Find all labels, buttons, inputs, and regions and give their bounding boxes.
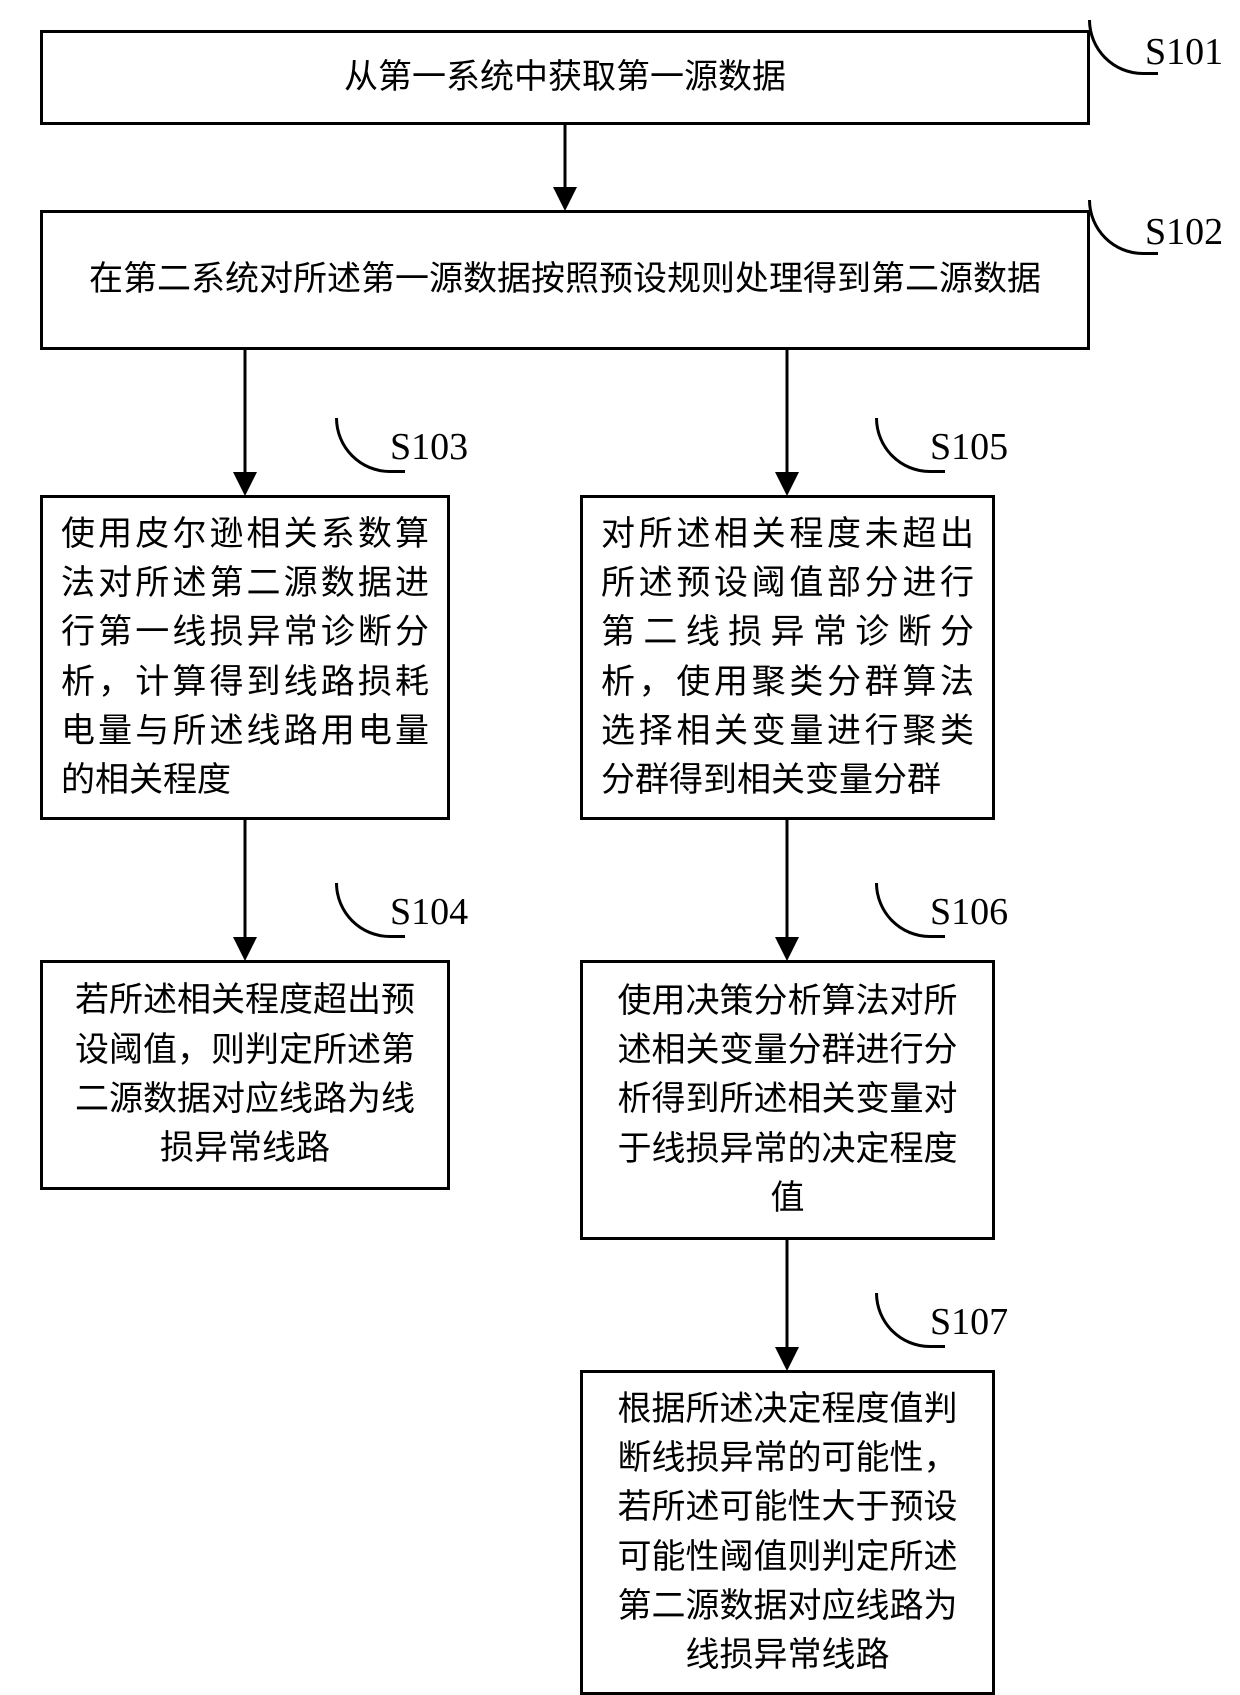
node-s105: 对所述相关程度未超出所述预设阈值部分进行第二线损异常诊断分析，使用聚类分群算法选… [580, 495, 995, 820]
label-s104: S104 [390, 890, 468, 934]
node-s106-text: 使用决策分析算法对所述相关变量分群进行分析得到所述相关变量对于线损异常的决定程度… [601, 977, 974, 1223]
node-s105-text: 对所述相关程度未超出所述预设阈值部分进行第二线损异常诊断分析，使用聚类分群算法选… [601, 510, 974, 806]
node-s101-text: 从第一系统中获取第一源数据 [344, 53, 786, 102]
label-s101: S101 [1145, 30, 1223, 74]
node-s102-text: 在第二系统对所述第一源数据按照预设规则处理得到第二源数据 [89, 255, 1041, 304]
node-s102: 在第二系统对所述第一源数据按照预设规则处理得到第二源数据 [40, 210, 1090, 350]
label-s102: S102 [1145, 210, 1223, 254]
node-s104-text: 若所述相关程度超出预设阈值，则判定所述第二源数据对应线路为线损异常线路 [61, 976, 429, 1173]
label-s107: S107 [930, 1300, 1008, 1344]
node-s103: 使用皮尔逊相关系数算法对所述第二源数据进行第一线损异常诊断分析，计算得到线路损耗… [40, 495, 450, 820]
label-s103: S103 [390, 425, 468, 469]
node-s107-text: 根据所述决定程度值判断线损异常的可能性，若所述可能性大于预设可能性阈值则判定所述… [601, 1385, 974, 1681]
label-s105: S105 [930, 425, 1008, 469]
node-s107: 根据所述决定程度值判断线损异常的可能性，若所述可能性大于预设可能性阈值则判定所述… [580, 1370, 995, 1695]
label-s106: S106 [930, 890, 1008, 934]
node-s103-text: 使用皮尔逊相关系数算法对所述第二源数据进行第一线损异常诊断分析，计算得到线路损耗… [61, 510, 429, 806]
node-s106: 使用决策分析算法对所述相关变量分群进行分析得到所述相关变量对于线损异常的决定程度… [580, 960, 995, 1240]
flowchart-canvas: 从第一系统中获取第一源数据 在第二系统对所述第一源数据按照预设规则处理得到第二源… [0, 0, 1240, 1694]
node-s101: 从第一系统中获取第一源数据 [40, 30, 1090, 125]
node-s104: 若所述相关程度超出预设阈值，则判定所述第二源数据对应线路为线损异常线路 [40, 960, 450, 1190]
